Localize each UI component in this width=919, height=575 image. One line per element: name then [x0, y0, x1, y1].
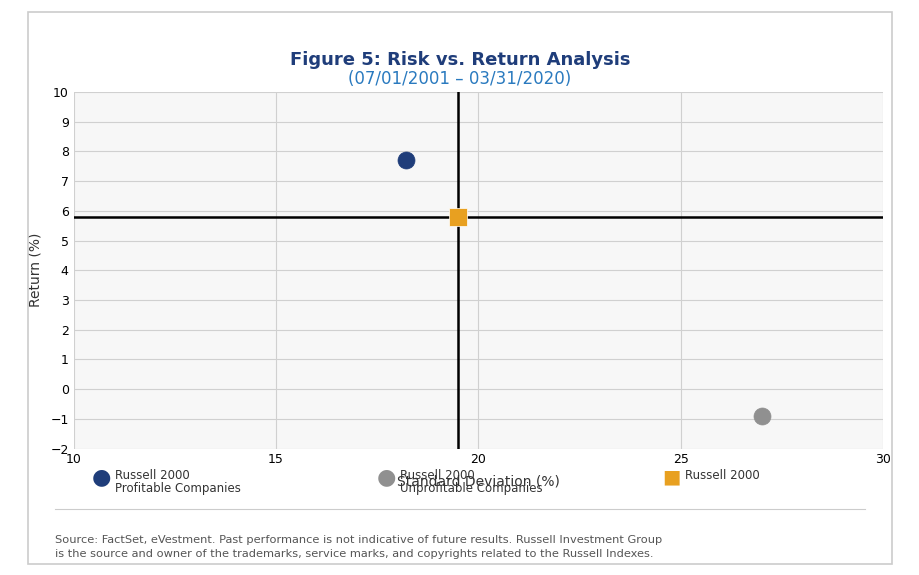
Text: (07/01/2001 – 03/31/2020): (07/01/2001 – 03/31/2020): [348, 70, 571, 89]
Point: [398, 156, 413, 165]
Text: ●: ●: [91, 467, 111, 487]
Text: Figure 5: Risk vs. Return Analysis: Figure 5: Risk vs. Return Analysis: [289, 51, 630, 70]
Text: ■: ■: [662, 467, 680, 487]
Point: [754, 411, 768, 420]
Text: ●: ●: [376, 467, 396, 487]
Text: Russell 2000: Russell 2000: [115, 469, 189, 482]
Text: Profitable Companies: Profitable Companies: [115, 482, 241, 495]
Text: Russell 2000: Russell 2000: [400, 469, 474, 482]
X-axis label: Standard Deviation (%): Standard Deviation (%): [396, 475, 560, 489]
Text: Russell 2000: Russell 2000: [685, 469, 759, 482]
Y-axis label: Return (%): Return (%): [28, 233, 42, 308]
Text: Source: FactSet, eVestment. Past performance is not indicative of future results: Source: FactSet, eVestment. Past perform…: [55, 535, 662, 559]
Point: [450, 212, 465, 221]
Text: Unprofitable Companies: Unprofitable Companies: [400, 482, 542, 495]
